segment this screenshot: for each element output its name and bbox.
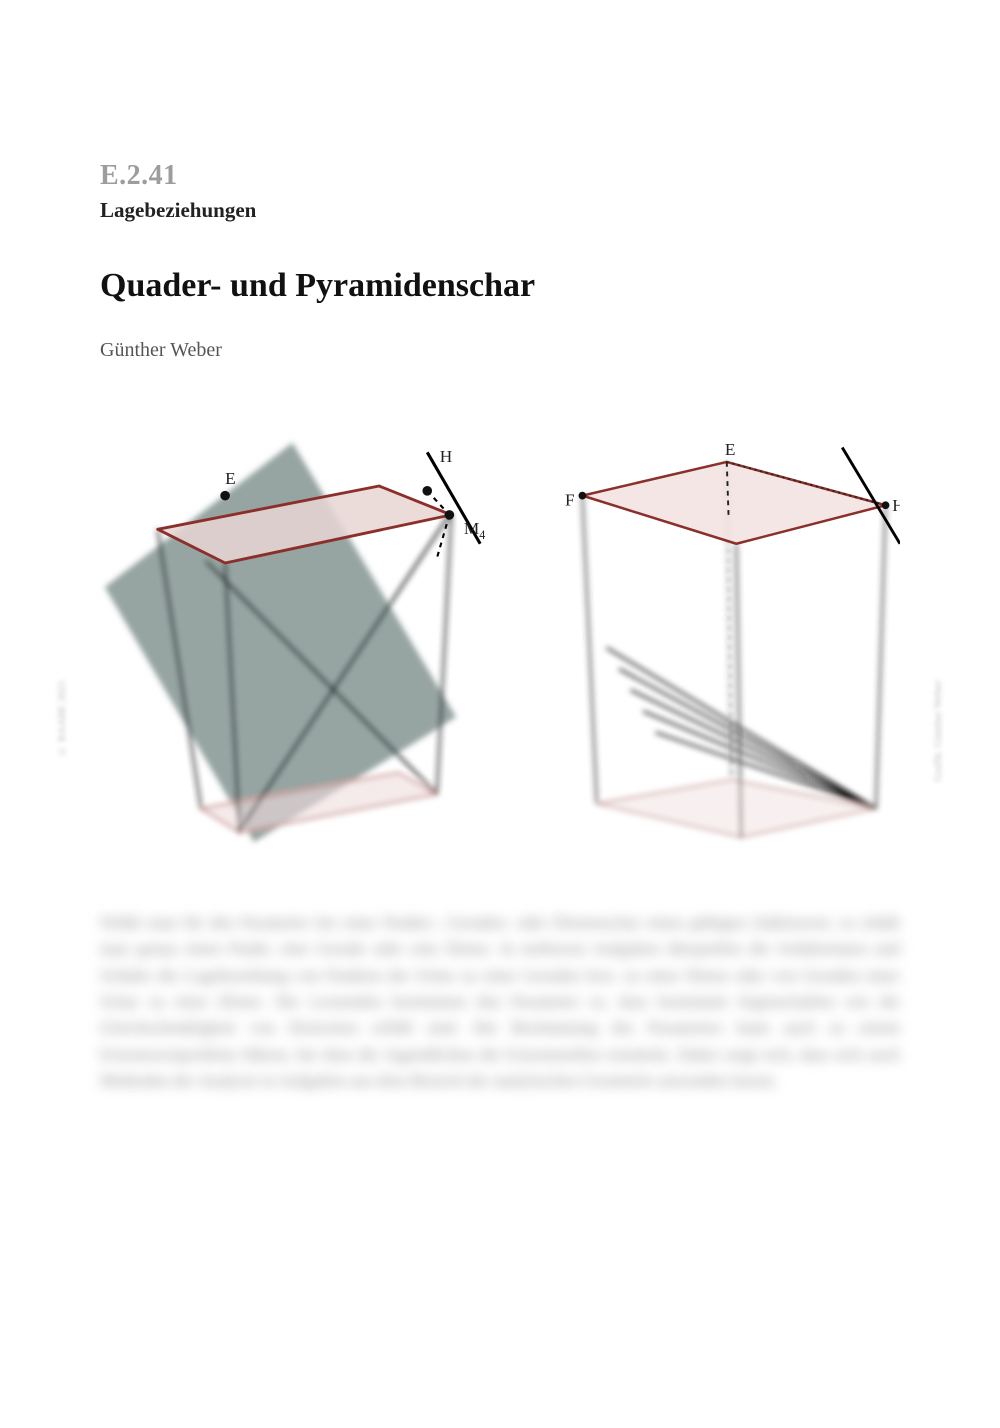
svg-text:E: E	[725, 440, 736, 459]
cuboid-diagram-right: E F H	[515, 410, 900, 870]
figure-row: E H M4 E F H	[100, 410, 900, 870]
page-title: Quader- und Pyramidenschar	[100, 267, 900, 305]
figure-left: E H M4	[100, 410, 485, 870]
side-note-right: Grafik: Günther Weber	[932, 680, 944, 782]
figure-right: E F H	[515, 410, 900, 870]
svg-text:F: F	[565, 490, 575, 509]
section-subtitle: Lagebeziehungen	[100, 198, 900, 223]
body-paragraph-blurred: Wählt man für den Parameter bei einer Pu…	[100, 910, 900, 1094]
svg-text:E: E	[225, 469, 236, 488]
section-number: E.2.41	[100, 160, 900, 192]
svg-text:M4: M4	[464, 519, 485, 542]
author-name: Günther Weber	[100, 339, 900, 362]
side-note-left: © RAABE 2021	[56, 680, 68, 757]
document-page: E.2.41 Lagebeziehungen Quader- und Pyram…	[0, 0, 1000, 1428]
svg-text:H: H	[892, 496, 900, 515]
svg-text:H: H	[440, 447, 453, 466]
cuboid-diagram-left: E H M4	[100, 410, 485, 870]
